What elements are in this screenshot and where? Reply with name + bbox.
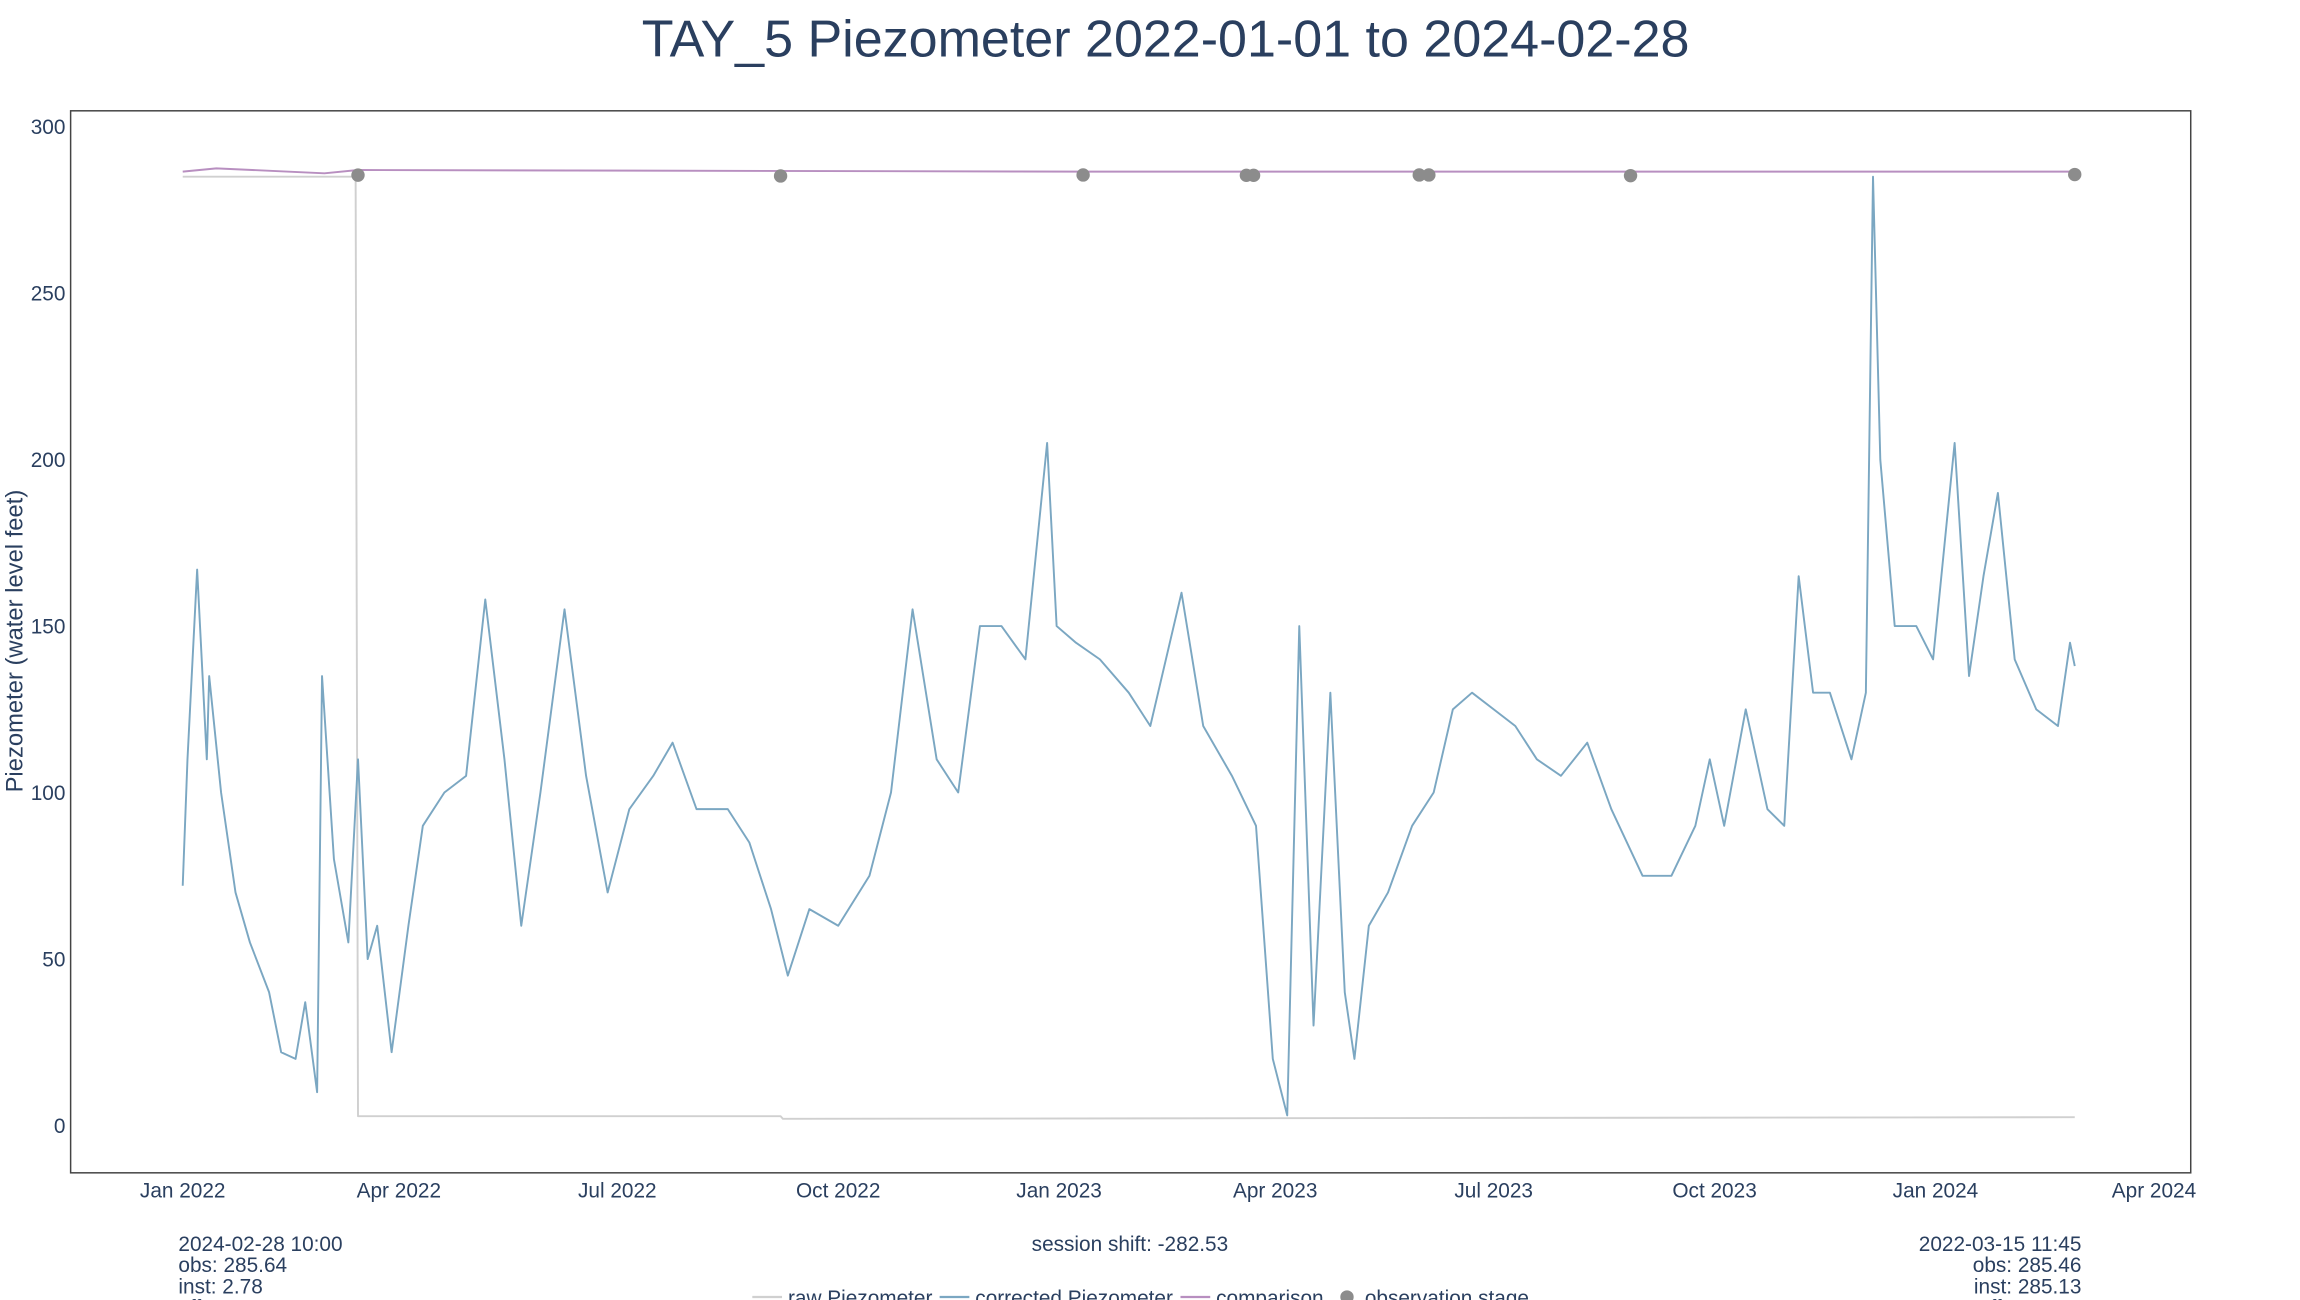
x-tick-label: Oct 2023 xyxy=(1672,1179,1756,1202)
annotation: 2022-03-15 11:45 xyxy=(1919,1233,2082,1256)
y-tick-label: 100 xyxy=(31,782,66,805)
annotation: offset: 0.33 xyxy=(1979,1297,2082,1300)
legend-label: corrected Piezometer xyxy=(975,1287,1173,1300)
annotation: obs: 285.46 xyxy=(1973,1254,2082,1277)
y-tick-label: 300 xyxy=(31,116,66,139)
y-tick-label: 150 xyxy=(31,616,66,639)
observation-marker xyxy=(1246,168,1261,183)
legend-symbol xyxy=(1340,1290,1354,1300)
x-tick-label: Apr 2024 xyxy=(2112,1179,2196,1202)
series-line xyxy=(181,175,2076,1117)
observation-marker xyxy=(1412,168,1426,182)
annotation: offset: 282.86 xyxy=(178,1297,304,1300)
annotation: obs: 285.64 xyxy=(178,1254,287,1277)
x-tick-label: Jan 2024 xyxy=(1893,1179,1979,1202)
annotation: inst: 285.13 xyxy=(1974,1275,2082,1298)
legend-label: observation stage xyxy=(1365,1287,1529,1300)
observation-marker xyxy=(351,168,365,182)
x-tick-label: Apr 2023 xyxy=(1233,1179,1317,1202)
x-tick-label: Oct 2022 xyxy=(796,1179,880,1202)
observation-marker xyxy=(1076,168,1090,182)
legend-label: raw Piezometer xyxy=(788,1287,933,1300)
annotation: inst: 2.78 xyxy=(178,1275,262,1298)
x-tick-label: Apr 2022 xyxy=(357,1179,441,1202)
series-line xyxy=(182,167,2075,175)
chart-title: TAY_5 Piezometer 2022-01-01 to 2024-02-2… xyxy=(642,11,1690,69)
annotation: session shift: -282.53 xyxy=(1032,1233,1228,1256)
y-axis-label: Piezometer (water level feet) xyxy=(1,490,28,793)
y-tick-label: 50 xyxy=(42,948,65,971)
x-tick-label: Jul 2022 xyxy=(578,1179,657,1202)
y-tick-label: 250 xyxy=(31,283,66,306)
plot-frame xyxy=(69,110,2192,1174)
observation-marker xyxy=(2068,167,2082,182)
y-tick-label: 0 xyxy=(54,1115,66,1138)
x-tick-label: Jul 2023 xyxy=(1454,1179,1533,1202)
observation-marker xyxy=(773,169,788,183)
x-tick-label: Jan 2022 xyxy=(140,1179,226,1202)
observation-marker xyxy=(1422,168,1436,182)
y-tick-label: 200 xyxy=(31,449,66,472)
legend-label: comparison xyxy=(1216,1287,1323,1300)
observation-marker xyxy=(1623,168,1638,183)
x-tick-label: Jan 2023 xyxy=(1016,1179,1102,1202)
series-line xyxy=(182,175,2075,1120)
annotation: 2024-02-28 10:00 xyxy=(178,1233,342,1256)
